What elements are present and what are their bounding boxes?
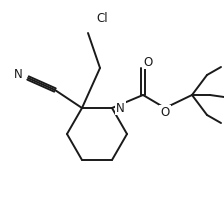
Text: O: O <box>143 55 153 69</box>
Text: N: N <box>116 102 125 114</box>
Text: O: O <box>160 106 170 118</box>
Text: N: N <box>14 68 22 81</box>
Text: Cl: Cl <box>96 11 108 25</box>
